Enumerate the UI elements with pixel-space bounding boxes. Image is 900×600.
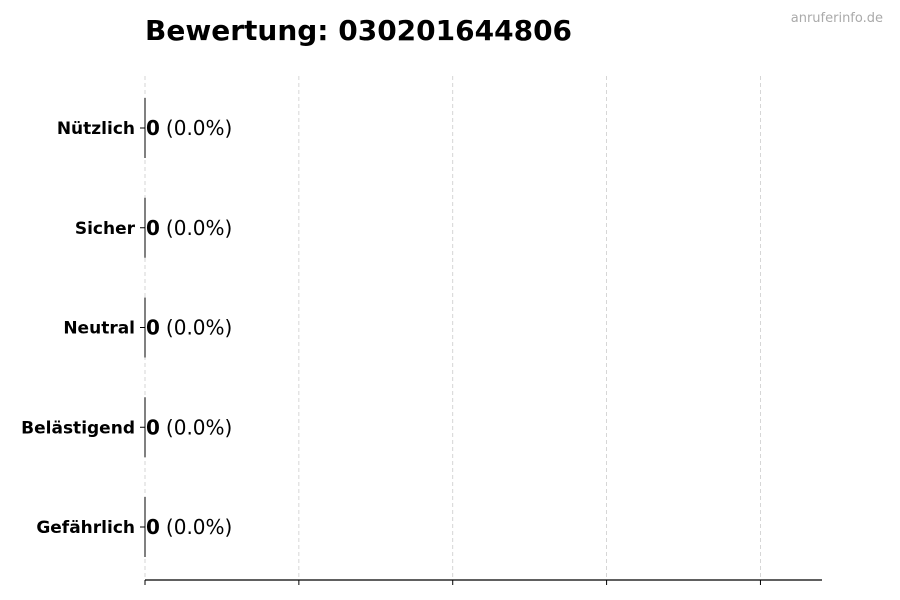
data-label-value: 0 — [146, 216, 160, 240]
data-label-value: 0 — [146, 316, 160, 340]
chart-title: Bewertung: 030201644806 — [145, 14, 572, 47]
data-label-percent: (0.0%) — [166, 515, 232, 539]
y-tick-label: Sicher — [75, 219, 136, 239]
data-label: 0 (0.0%) — [146, 415, 232, 439]
data-label: 0 (0.0%) — [146, 116, 232, 140]
watermark: anruferinfo.de — [791, 11, 883, 26]
y-tick-label: Neutral — [63, 319, 135, 339]
data-label-percent: (0.0%) — [166, 216, 232, 240]
data-label: 0 (0.0%) — [146, 515, 232, 539]
data-label: 0 (0.0%) — [146, 216, 232, 240]
y-tick-label: Nützlich — [57, 119, 135, 139]
data-label-percent: (0.0%) — [166, 116, 232, 140]
y-tick-label: Gefährlich — [36, 518, 135, 538]
data-label-percent: (0.0%) — [166, 415, 232, 439]
data-label-value: 0 — [146, 515, 160, 539]
data-label-percent: (0.0%) — [166, 316, 232, 340]
data-label: 0 (0.0%) — [146, 316, 232, 340]
data-label-value: 0 — [146, 415, 160, 439]
data-label-value: 0 — [146, 116, 160, 140]
y-tick-label: Belästigend — [21, 418, 135, 438]
